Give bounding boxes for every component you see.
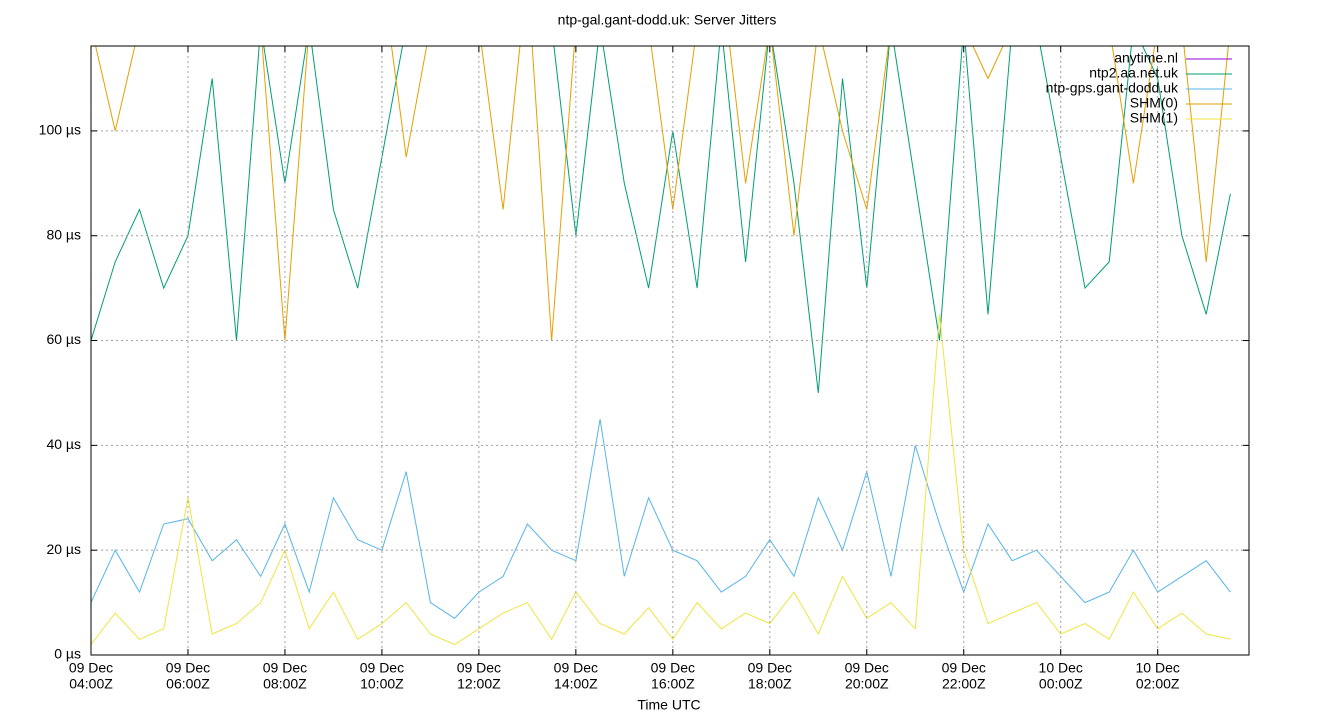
plot-area (91, 46, 1231, 646)
series-line (91, 314, 1231, 646)
x-tick-label: 09 Dec (263, 660, 307, 676)
x-tick-label: 20:00Z (845, 676, 889, 692)
x-tick-label: 09 Dec (554, 660, 598, 676)
x-tick-label: 02:00Z (1136, 676, 1180, 692)
x-tick-label: 09 Dec (748, 660, 792, 676)
legend-label: ntp-gps.gant-dodd.uk (1046, 80, 1179, 96)
x-tick-label: 12:00Z (457, 676, 501, 692)
x-tick-label: 00:00Z (1039, 676, 1083, 692)
x-tick-label: 10:00Z (360, 676, 404, 692)
y-tick-label: 80 µs (46, 226, 81, 242)
x-tick-label: 10 Dec (1039, 660, 1083, 676)
y-tick-label: 100 µs (39, 122, 81, 138)
x-tick-label: 09 Dec (166, 660, 210, 676)
x-tick-label: 14:00Z (554, 676, 598, 692)
plot-border (90, 45, 1250, 656)
x-tick-label: 06:00Z (166, 676, 210, 692)
series-line (91, 46, 1231, 394)
series-line (91, 419, 1231, 619)
legend-label: SHM(0) (1130, 95, 1178, 111)
y-tick-label: 0 µs (54, 646, 81, 662)
x-tick-label: 10 Dec (1136, 660, 1180, 676)
x-tick-label: 09 Dec (942, 660, 986, 676)
x-tick-label: 09 Dec (845, 660, 889, 676)
x-tick-label: 09 Dec (360, 660, 404, 676)
legend-label: ntp2.aa.net.uk (1089, 65, 1179, 81)
x-axis-label: Time UTC (637, 697, 700, 713)
x-tick-label: 22:00Z (942, 676, 986, 692)
y-tick-label: 40 µs (46, 436, 81, 452)
x-tick-label: 16:00Z (651, 676, 695, 692)
y-tick-label: 60 µs (46, 331, 81, 347)
chart-title: ntp-gal.gant-dodd.uk: Server Jitters (558, 12, 777, 28)
y-tick-label: 20 µs (46, 541, 81, 557)
x-tick-label: 08:00Z (263, 676, 307, 692)
x-tick-label: 09 Dec (457, 660, 501, 676)
x-tick-label: 18:00Z (748, 676, 792, 692)
legend-label: anytime.nl (1114, 50, 1178, 66)
legend-label: SHM(1) (1130, 110, 1178, 126)
x-tick-label: 09 Dec (651, 660, 695, 676)
x-tick-label: 09 Dec (69, 660, 113, 676)
x-tick-label: 04:00Z (69, 676, 113, 692)
series-line (95, 46, 1229, 341)
